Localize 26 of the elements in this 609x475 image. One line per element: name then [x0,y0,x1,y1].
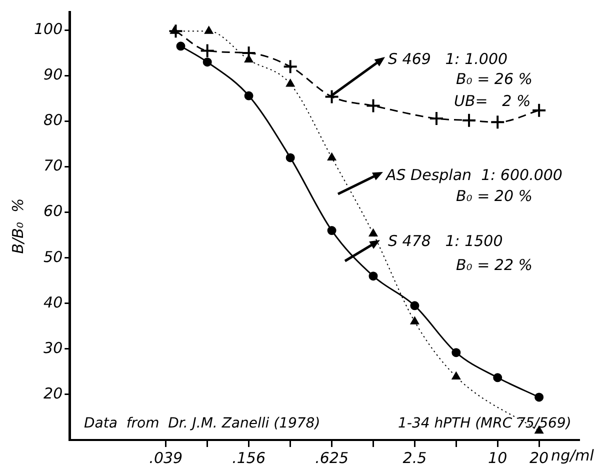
y-axis-title: B/B₀ % [8,198,27,254]
annotation: UB= 2 % [454,92,531,110]
y-tick-label: 30 [44,338,63,357]
y-tick-label: 50 [44,248,63,266]
annotation: AS Desplan 1: 600.000 [385,166,562,184]
x-tick-label: 20 [530,448,549,467]
annotation: B₀ = 20 % [456,186,533,205]
y-tick-label: 80 [44,111,63,130]
annotation: S 478 1: 1500 [388,232,503,250]
annotation: B₀ = 22 % [456,256,533,274]
x-tick-label: 2.5 [402,448,427,467]
y-tick-label: 90 [44,66,63,84]
annotation: Data from Dr. J.M. Zanelli (1978) [84,416,320,432]
y-tick-label: 20 [44,384,63,402]
y-tick-label: 60 [44,202,63,220]
x-tick-label: .625 [315,448,348,467]
x-axis-title: ng/ml [551,446,595,464]
annotation: S 469 1: 1.000 [388,50,508,68]
annotation: B₀ = 26 % [456,70,533,88]
annotation: 1-34 hPTH (MRC 75/569) [398,416,572,432]
x-tick-label: .039 [149,448,183,467]
y-tick-label: 100 [34,20,63,38]
y-tick-label: 70 [44,156,63,175]
x-tick-label: 10 [488,448,508,467]
y-tick-label: 40 [44,293,63,312]
x-tick-label: .156 [232,448,266,467]
